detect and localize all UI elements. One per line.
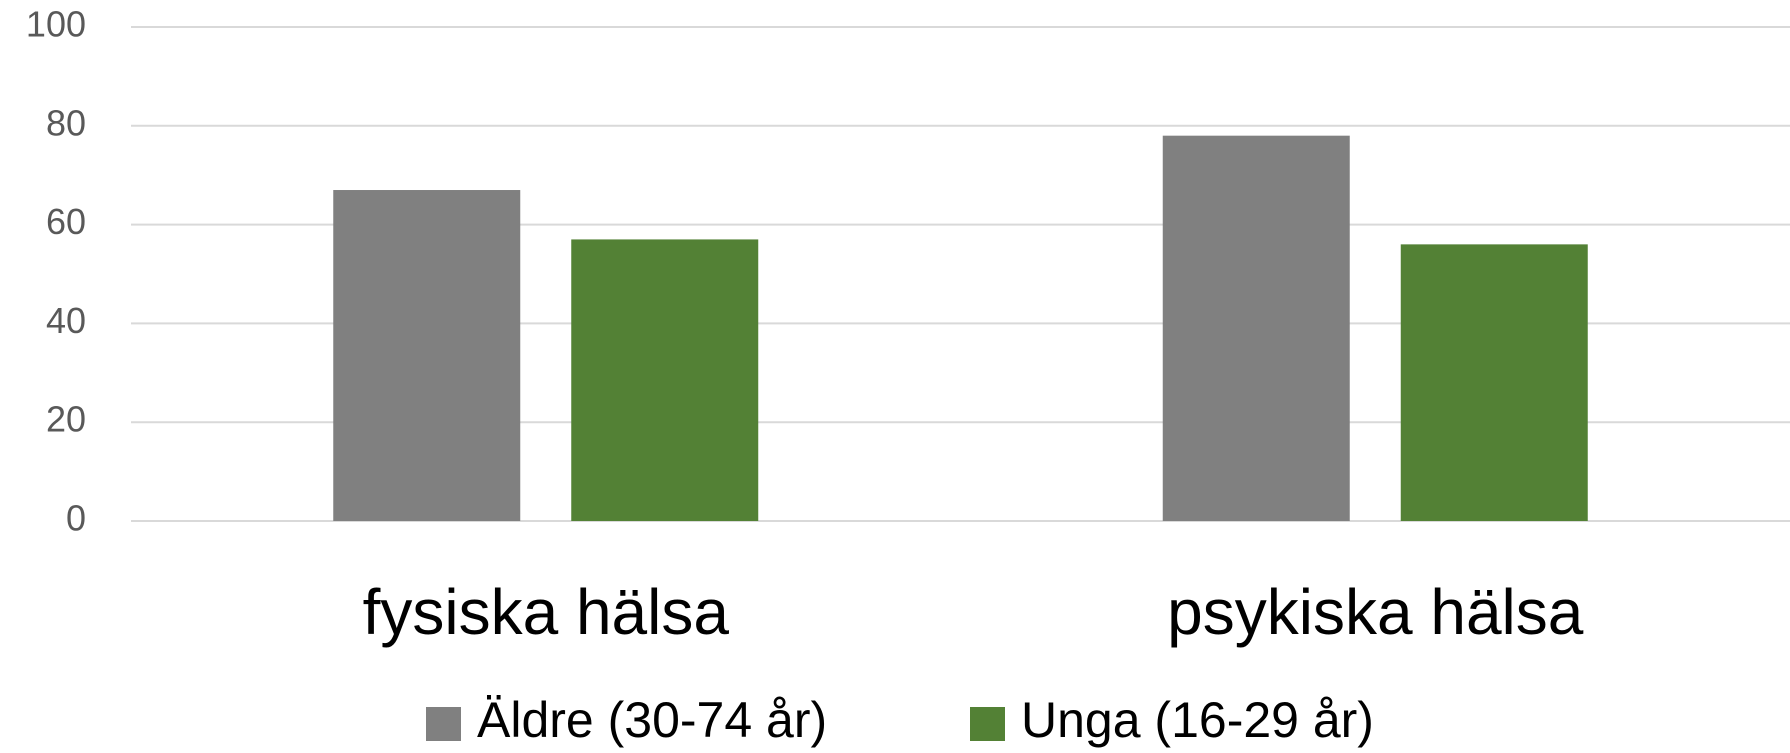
x-tick-label: psykiska hälsa [1167, 576, 1584, 648]
bar [1162, 135, 1350, 521]
legend-swatch [426, 707, 461, 741]
bar [1400, 244, 1588, 522]
bar [333, 190, 521, 521]
y-tick-label: 100 [26, 4, 86, 45]
y-tick-label: 20 [46, 399, 86, 440]
y-tick-label: 40 [46, 300, 86, 341]
legend-label: Unga (16-29 år) [1021, 692, 1374, 748]
legend-label: Äldre (30-74 år) [477, 692, 827, 748]
y-tick-label: 60 [46, 201, 86, 242]
bar [571, 239, 759, 522]
y-tick-label: 0 [66, 498, 86, 539]
y-tick-label: 80 [46, 102, 86, 143]
legend-swatch [970, 707, 1005, 741]
x-tick-label: fysiska hälsa [363, 576, 730, 648]
